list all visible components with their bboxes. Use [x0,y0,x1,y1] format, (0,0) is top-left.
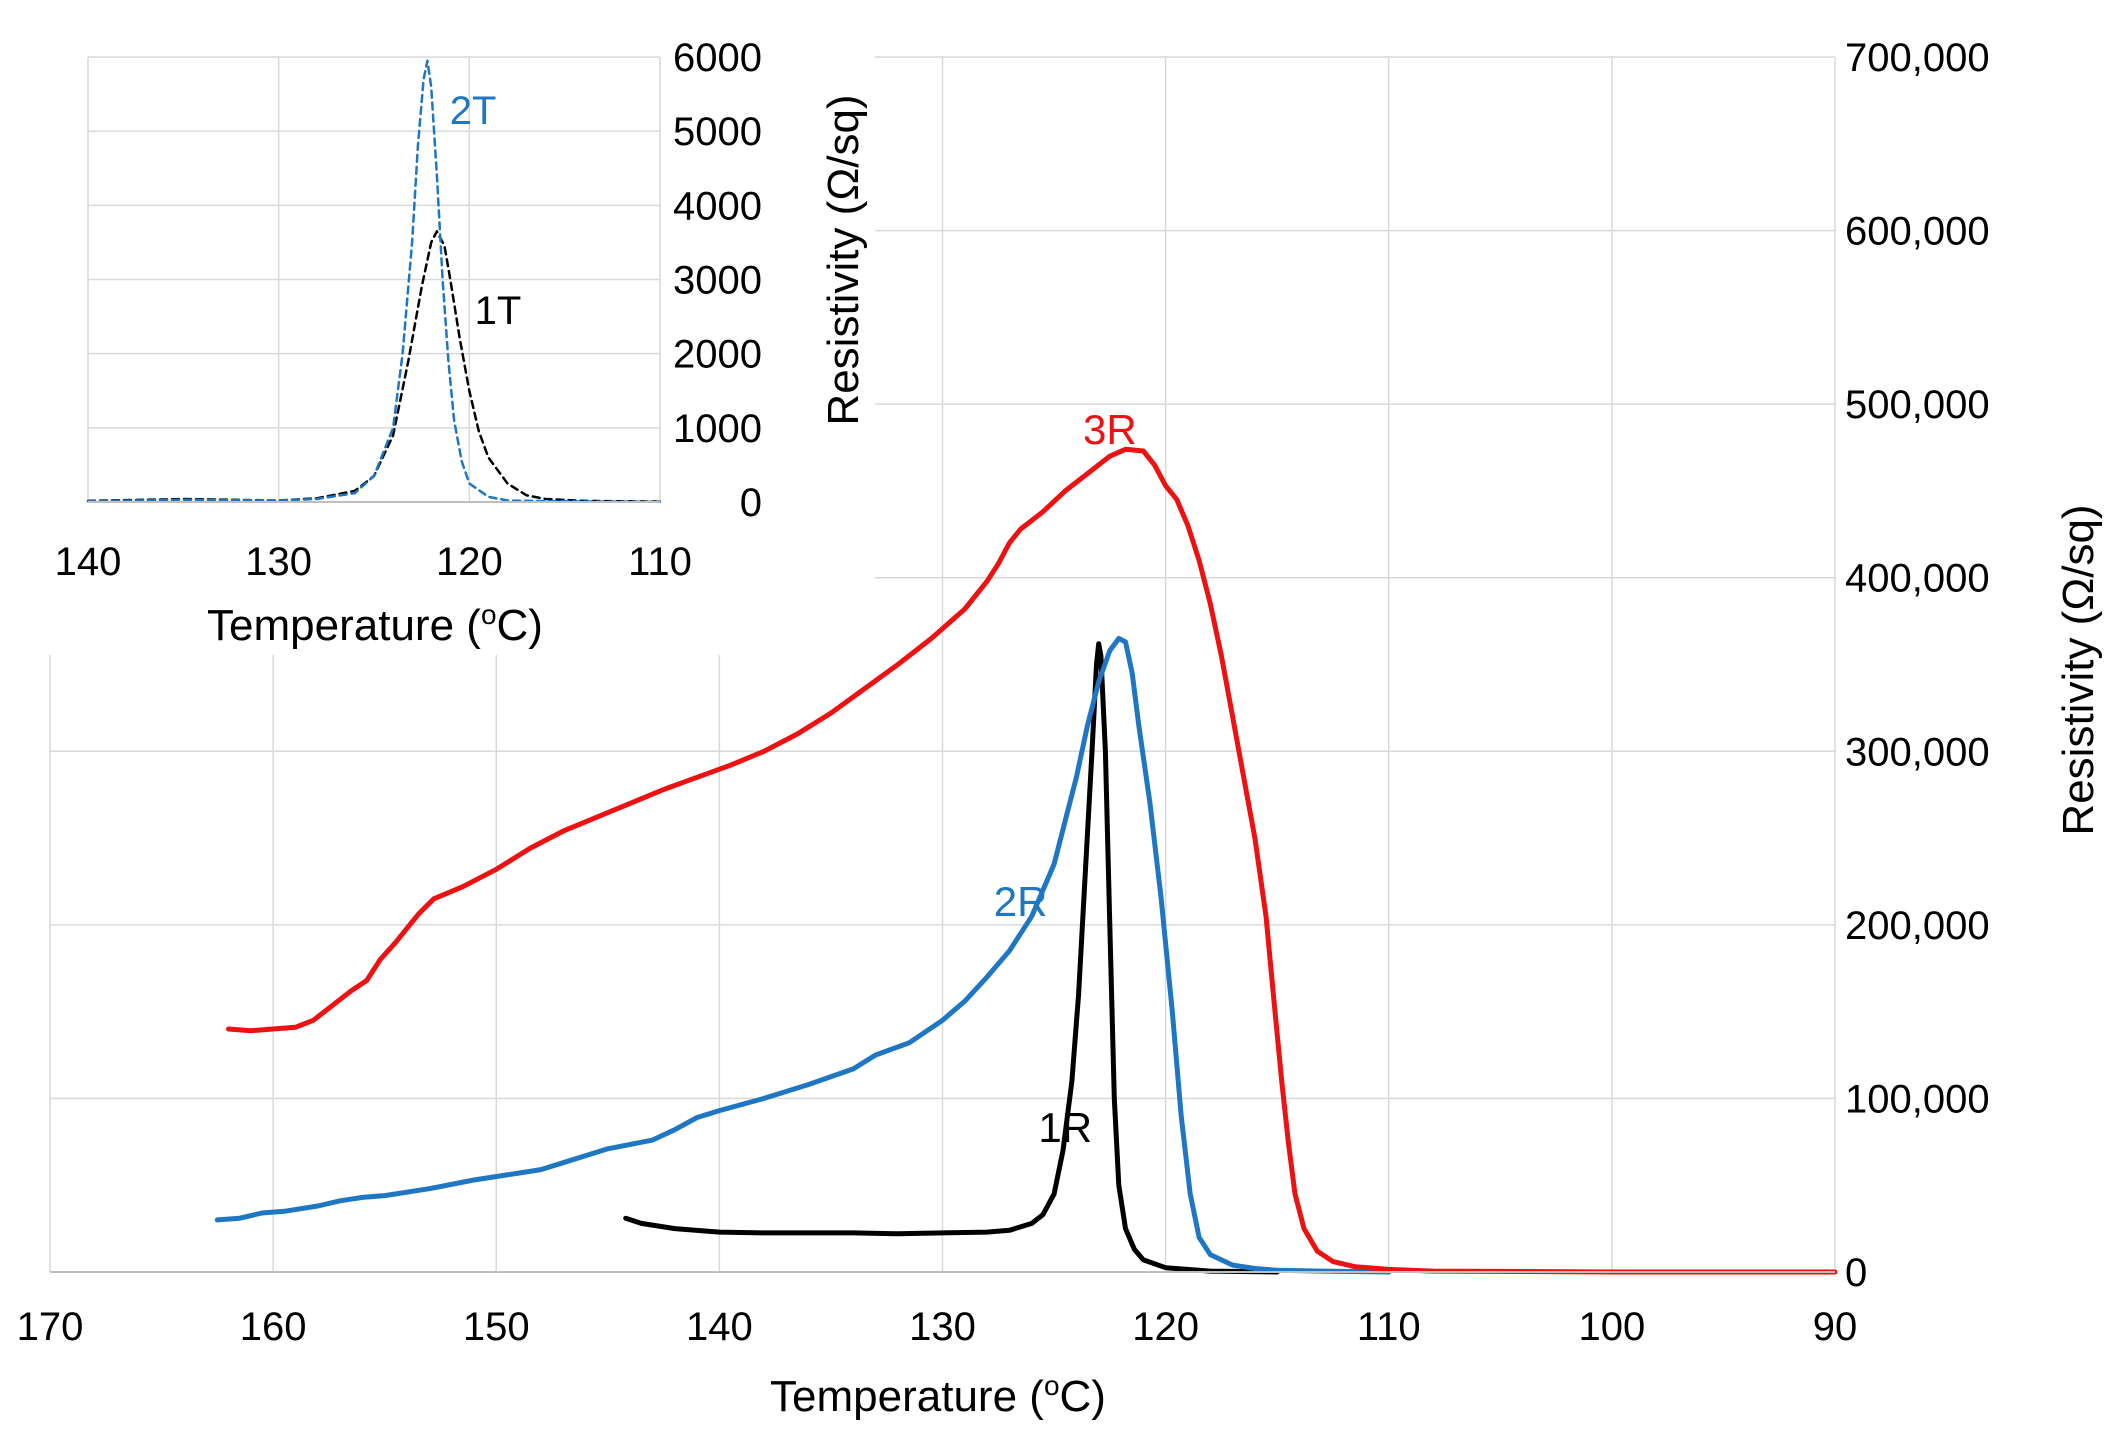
x-tick-label: 150 [463,1305,530,1349]
y-tick-label: 100,000 [1845,1077,1990,1121]
x-tick-label: 140 [686,1305,753,1349]
inset-y-tick-labels: 0 1000 2000 3000 4000 5000 6000 [673,36,762,525]
main-y-tick-labels: 0 100,000 200,000 300,000 400,000 500,000 600,… [1845,36,1990,1295]
main-chart: 170 160 150 140 130 120 110 100 90 0 100,000 200,0… [17,36,2103,1421]
y-tick-label: 300,000 [1845,730,1990,774]
y-tick-label: 0 [740,481,762,525]
y-tick-label: 6000 [673,36,762,80]
x-tick-label: 170 [17,1305,84,1349]
main-gridlines [49,56,1836,1272]
y-tick-label: 400,000 [1845,557,1990,601]
y-tick-label: 3000 [673,259,762,303]
y-tick-label: 5000 [673,110,762,154]
y-tick-label: 200,000 [1845,904,1990,948]
x-tick-label: 100 [1579,1305,1646,1349]
series-label-1T: 1T [475,289,522,333]
y-tick-label: 0 [1845,1251,1867,1295]
series-label-2T: 2T [450,89,497,133]
x-tick-label: 110 [628,540,692,584]
inset-background [0,0,875,655]
x-tick-label: 140 [55,540,122,584]
series-label-1R: 1R [1038,1104,1092,1151]
x-tick-label: 130 [245,540,312,584]
x-tick-label: 90 [1813,1305,1858,1349]
series-line-3R [226,446,1838,1275]
x-tick-label: 160 [240,1305,307,1349]
y-tick-label: 4000 [673,184,762,228]
main-series-labels: 1R 2R 3R [994,406,1137,1151]
inset-y-axis-title: Resistivity (Ω/sq) [819,94,868,425]
main-x-tick-labels: 170 160 150 140 130 120 110 100 90 [17,1305,1858,1349]
y-tick-label: 600,000 [1845,210,1990,254]
inset-series-group [86,59,662,504]
x-tick-label: 120 [436,540,503,584]
y-tick-label: 2000 [673,333,762,377]
y-tick-label: 1000 [673,407,762,451]
inset-x-axis-title: Temperature (oC) [207,599,543,650]
inset-x-tick-labels: 140 130 120 110 [55,540,692,584]
x-tick-label: 130 [909,1305,976,1349]
main-series-group [214,446,1838,1275]
x-tick-label: 120 [1132,1305,1199,1349]
y-tick-label: 500,000 [1845,383,1990,427]
inset-gridlines [87,56,661,502]
x-tick-label: 110 [1357,1305,1421,1349]
series-line-1R [623,641,1280,1275]
inset-series-labels: 1T 2T [450,89,521,333]
inset-chart: 140 130 120 110 0 1000 2000 3000 4000 5000 6000 1… [0,0,875,655]
series-line-2T [86,59,662,504]
y-tick-label: 700,000 [1845,36,1990,80]
main-x-axis-title: Temperature (oC) [770,1370,1106,1421]
main-y-axis-title: Resistivity (Ω/sq) [2054,504,2103,835]
series-label-3R: 3R [1083,406,1137,453]
series-line-2R [214,636,1392,1275]
series-label-2R: 2R [994,878,1048,925]
